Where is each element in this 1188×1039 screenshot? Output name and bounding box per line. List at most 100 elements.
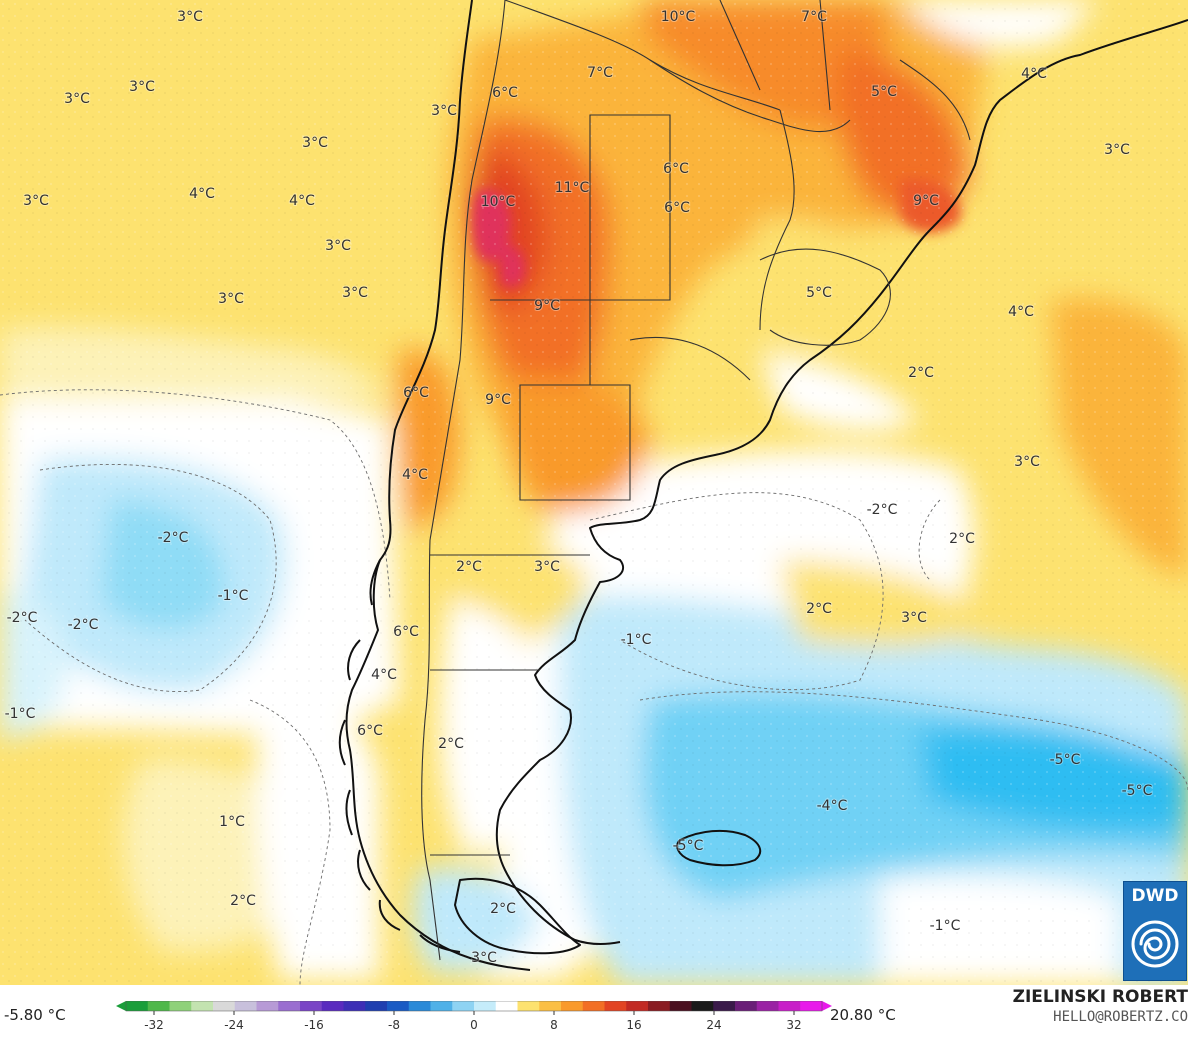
color-scale-cell — [495, 1001, 518, 1011]
temperature-label: 6°C — [357, 723, 383, 739]
province-cordoba — [589, 114, 671, 301]
color-scale-tick-label: 32 — [786, 1018, 801, 1032]
temperature-label: 3°C — [471, 950, 497, 966]
dwd-logo-text: DWD — [1131, 886, 1179, 906]
color-scale-cell — [300, 1001, 323, 1011]
argentina-bolivia-border — [504, 0, 781, 111]
color-scale-tick-label: 16 — [626, 1018, 641, 1032]
argentina-brazil-border — [759, 109, 795, 331]
temperature-label: 9°C — [913, 193, 939, 209]
temperature-label: 4°C — [402, 467, 428, 483]
color-scale-tick-label: -8 — [388, 1018, 400, 1032]
temperature-label: 4°C — [1008, 304, 1034, 320]
swirl-icon — [1131, 920, 1179, 968]
color-scale-cell — [387, 1001, 410, 1011]
color-scale-tick-label: 0 — [470, 1018, 478, 1032]
color-scale-cell — [234, 1001, 257, 1011]
color-scale-cell — [343, 1001, 366, 1011]
temperature-label: 3°C — [302, 135, 328, 151]
color-scale-cell — [756, 1001, 779, 1011]
author-email: HELLO@ROBERTZ.CO — [1053, 1009, 1188, 1025]
scale-min-label: -5.80 °C — [4, 1006, 66, 1024]
color-scale-cell — [321, 1001, 344, 1011]
temperature-label: 10°C — [661, 9, 696, 25]
temperature-label: 2°C — [908, 365, 934, 381]
coastline — [338, 0, 1188, 971]
temperature-label: -5°C — [1122, 783, 1153, 799]
temperature-label: 7°C — [801, 9, 827, 25]
temperature-label: 6°C — [393, 624, 419, 640]
falkland-islands — [676, 829, 762, 867]
temperature-label: 7°C — [587, 65, 613, 81]
temperature-label: 6°C — [663, 161, 689, 177]
temperature-map: 3°C 10°C 7°C 3°C 3°C 6°C 7°C 4°C 5°C 3°C 3°C 3°C 6°C… — [0, 0, 1188, 985]
temperature-label: 1°C — [219, 814, 245, 830]
temperature-label: 4°C — [371, 667, 397, 683]
color-scale-bar: -32 -24 -16 -8 0 8 16 24 32 — [116, 1000, 832, 1032]
temperature-label: -2°C — [7, 610, 38, 626]
color-scale-cell — [539, 1001, 562, 1011]
color-scale-cell — [452, 1001, 475, 1011]
color-scale-cell — [648, 1001, 671, 1011]
contour-east-plume — [918, 499, 941, 581]
temperature-label: 3°C — [431, 103, 457, 119]
temperature-label: 5°C — [871, 84, 897, 100]
scale-footer: -5.80 °C -32 -24 -16 -8 0 8 16 24 32 20.80 °C ZI… — [0, 985, 1188, 1035]
temperature-label: 3°C — [901, 610, 927, 626]
political-borders — [421, 0, 971, 961]
temperature-label: 9°C — [485, 392, 511, 408]
temperature-label: 3°C — [1104, 142, 1130, 158]
temperature-label: 2°C — [490, 901, 516, 917]
temperature-label: 6°C — [492, 85, 518, 101]
temperature-label: 3°C — [325, 238, 351, 254]
scale-max-label: 20.80 °C — [830, 1006, 896, 1024]
map-canvas: 3°C 10°C 7°C 3°C 3°C 6°C 7°C 4°C 5°C 3°C 3°C 3°C 6°C… — [0, 0, 1188, 985]
temperature-label: 2°C — [949, 531, 975, 547]
temperature-label: 9°C — [534, 298, 560, 314]
temperature-label: 4°C — [189, 186, 215, 202]
temperature-label: 6°C — [403, 385, 429, 401]
temperature-label: 3°C — [129, 79, 155, 95]
temperature-label: 3°C — [218, 291, 244, 307]
color-scale-cell — [691, 1001, 714, 1011]
author-name: ZIELINSKI ROBERT — [1012, 987, 1188, 1007]
temperature-label: 3°C — [64, 91, 90, 107]
color-scale-cell — [169, 1001, 192, 1011]
contour-cold-southwest — [24, 464, 277, 692]
color-scale-cell — [256, 1001, 279, 1011]
temperature-label: -2°C — [68, 617, 99, 633]
color-scale-min-arrow — [116, 1001, 126, 1011]
color-scale-max-arrow — [822, 1001, 832, 1011]
isotherm-contours — [0, 389, 1188, 985]
atlantic-coastline — [495, 19, 1188, 946]
temperature-label: -2°C — [158, 530, 189, 546]
uruguay-border — [759, 248, 891, 346]
temperature-label: 4°C — [289, 193, 315, 209]
province-buenos-aires — [629, 336, 751, 381]
contour-cold-atlantic — [639, 691, 1188, 791]
temperature-label: 3°C — [1014, 454, 1040, 470]
color-scale-cell — [408, 1001, 431, 1011]
color-scale-cell — [278, 1001, 301, 1011]
color-scale-tick-label: -16 — [304, 1018, 324, 1032]
color-scale-tick-label: -24 — [224, 1018, 244, 1032]
color-scale-cell — [430, 1001, 453, 1011]
color-scale-cell — [561, 1001, 584, 1011]
temperature-label: 10°C — [481, 194, 516, 210]
color-scale-cell — [735, 1001, 758, 1011]
argentina-paraguay-border — [649, 59, 851, 133]
field-texture — [0, 0, 1188, 985]
color-scale-cell — [126, 1001, 149, 1011]
color-scale-cell — [365, 1001, 388, 1011]
temperature-label: 3°C — [342, 285, 368, 301]
contour-zero-south — [589, 492, 884, 691]
color-scale-cell — [147, 1001, 170, 1011]
color-scale-cell — [713, 1001, 736, 1011]
color-scale-tick-label: 24 — [706, 1018, 721, 1032]
color-scale-cell — [626, 1001, 649, 1011]
contour-zero-west — [0, 389, 391, 601]
temperature-labels: 3°C 10°C 7°C 3°C 3°C 6°C 7°C 4°C 5°C 3°C 3°C 3°C 6°C… — [4, 8, 1154, 967]
temperature-label: 3°C — [177, 9, 203, 25]
temperature-label: 6°C — [664, 200, 690, 216]
province-la-pampa — [519, 384, 631, 501]
